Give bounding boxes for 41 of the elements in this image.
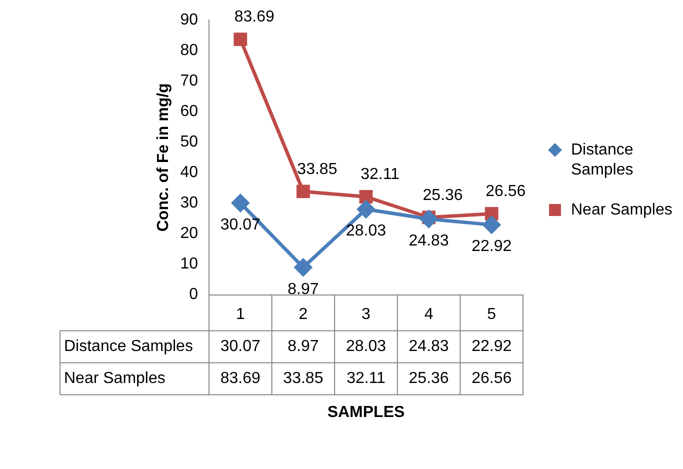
x-tick-label: 5 [487,306,496,323]
y-tick-label: 20 [180,225,198,242]
annotation: 24.83 [408,232,449,250]
y-axis-title: Conc. of Fe in mg/g [155,83,172,232]
y-tick-label: 10 [180,256,198,273]
y-tick-label: 0 [189,286,198,304]
x-tick-label: 3 [362,306,371,323]
y-tick-label: 90 [180,11,198,28]
annotation: 26.56 [486,183,526,200]
text: Near Samples [64,370,166,388]
annotation: 83.69 [234,8,275,26]
x-tick-label: 4 [424,306,434,323]
legend-label: Near Samples [571,201,672,218]
annotation: 28.03 [346,222,386,240]
data-label: 22.92 [472,338,512,356]
annotation: 32.11 [360,166,400,184]
annotation: 8.97 [288,280,319,298]
y-tick-label: 50 [180,134,198,151]
text: Distance Samples [64,338,193,356]
data-label: 83.69 [220,370,261,388]
data-label: 30.07 [220,338,261,356]
data-label: 25.36 [408,370,449,388]
annotation: 25.36 [422,186,463,204]
annotation: 33.85 [297,160,338,178]
y-tick-label: 60 [180,103,198,120]
y-tick-label: 70 [180,72,198,90]
x-tick-label: 1 [236,306,245,323]
data-label: 8.97 [288,338,319,356]
data-label: 26.56 [472,370,512,388]
text: SAMPLES [327,404,405,422]
y-tick-label: 80 [180,42,198,59]
y-tick-label: 40 [180,164,198,182]
x-tick-label: 2 [298,306,308,323]
y-tick-label: 30 [180,194,198,212]
annotation: 22.92 [472,238,512,256]
annotation: 30.07 [220,216,261,234]
data-label: 33.85 [283,370,324,388]
data-label: 24.83 [408,338,449,356]
data-label: 32.11 [346,370,386,388]
data-label: 28.03 [346,338,386,356]
legend-label: Distance Samples [571,141,634,178]
